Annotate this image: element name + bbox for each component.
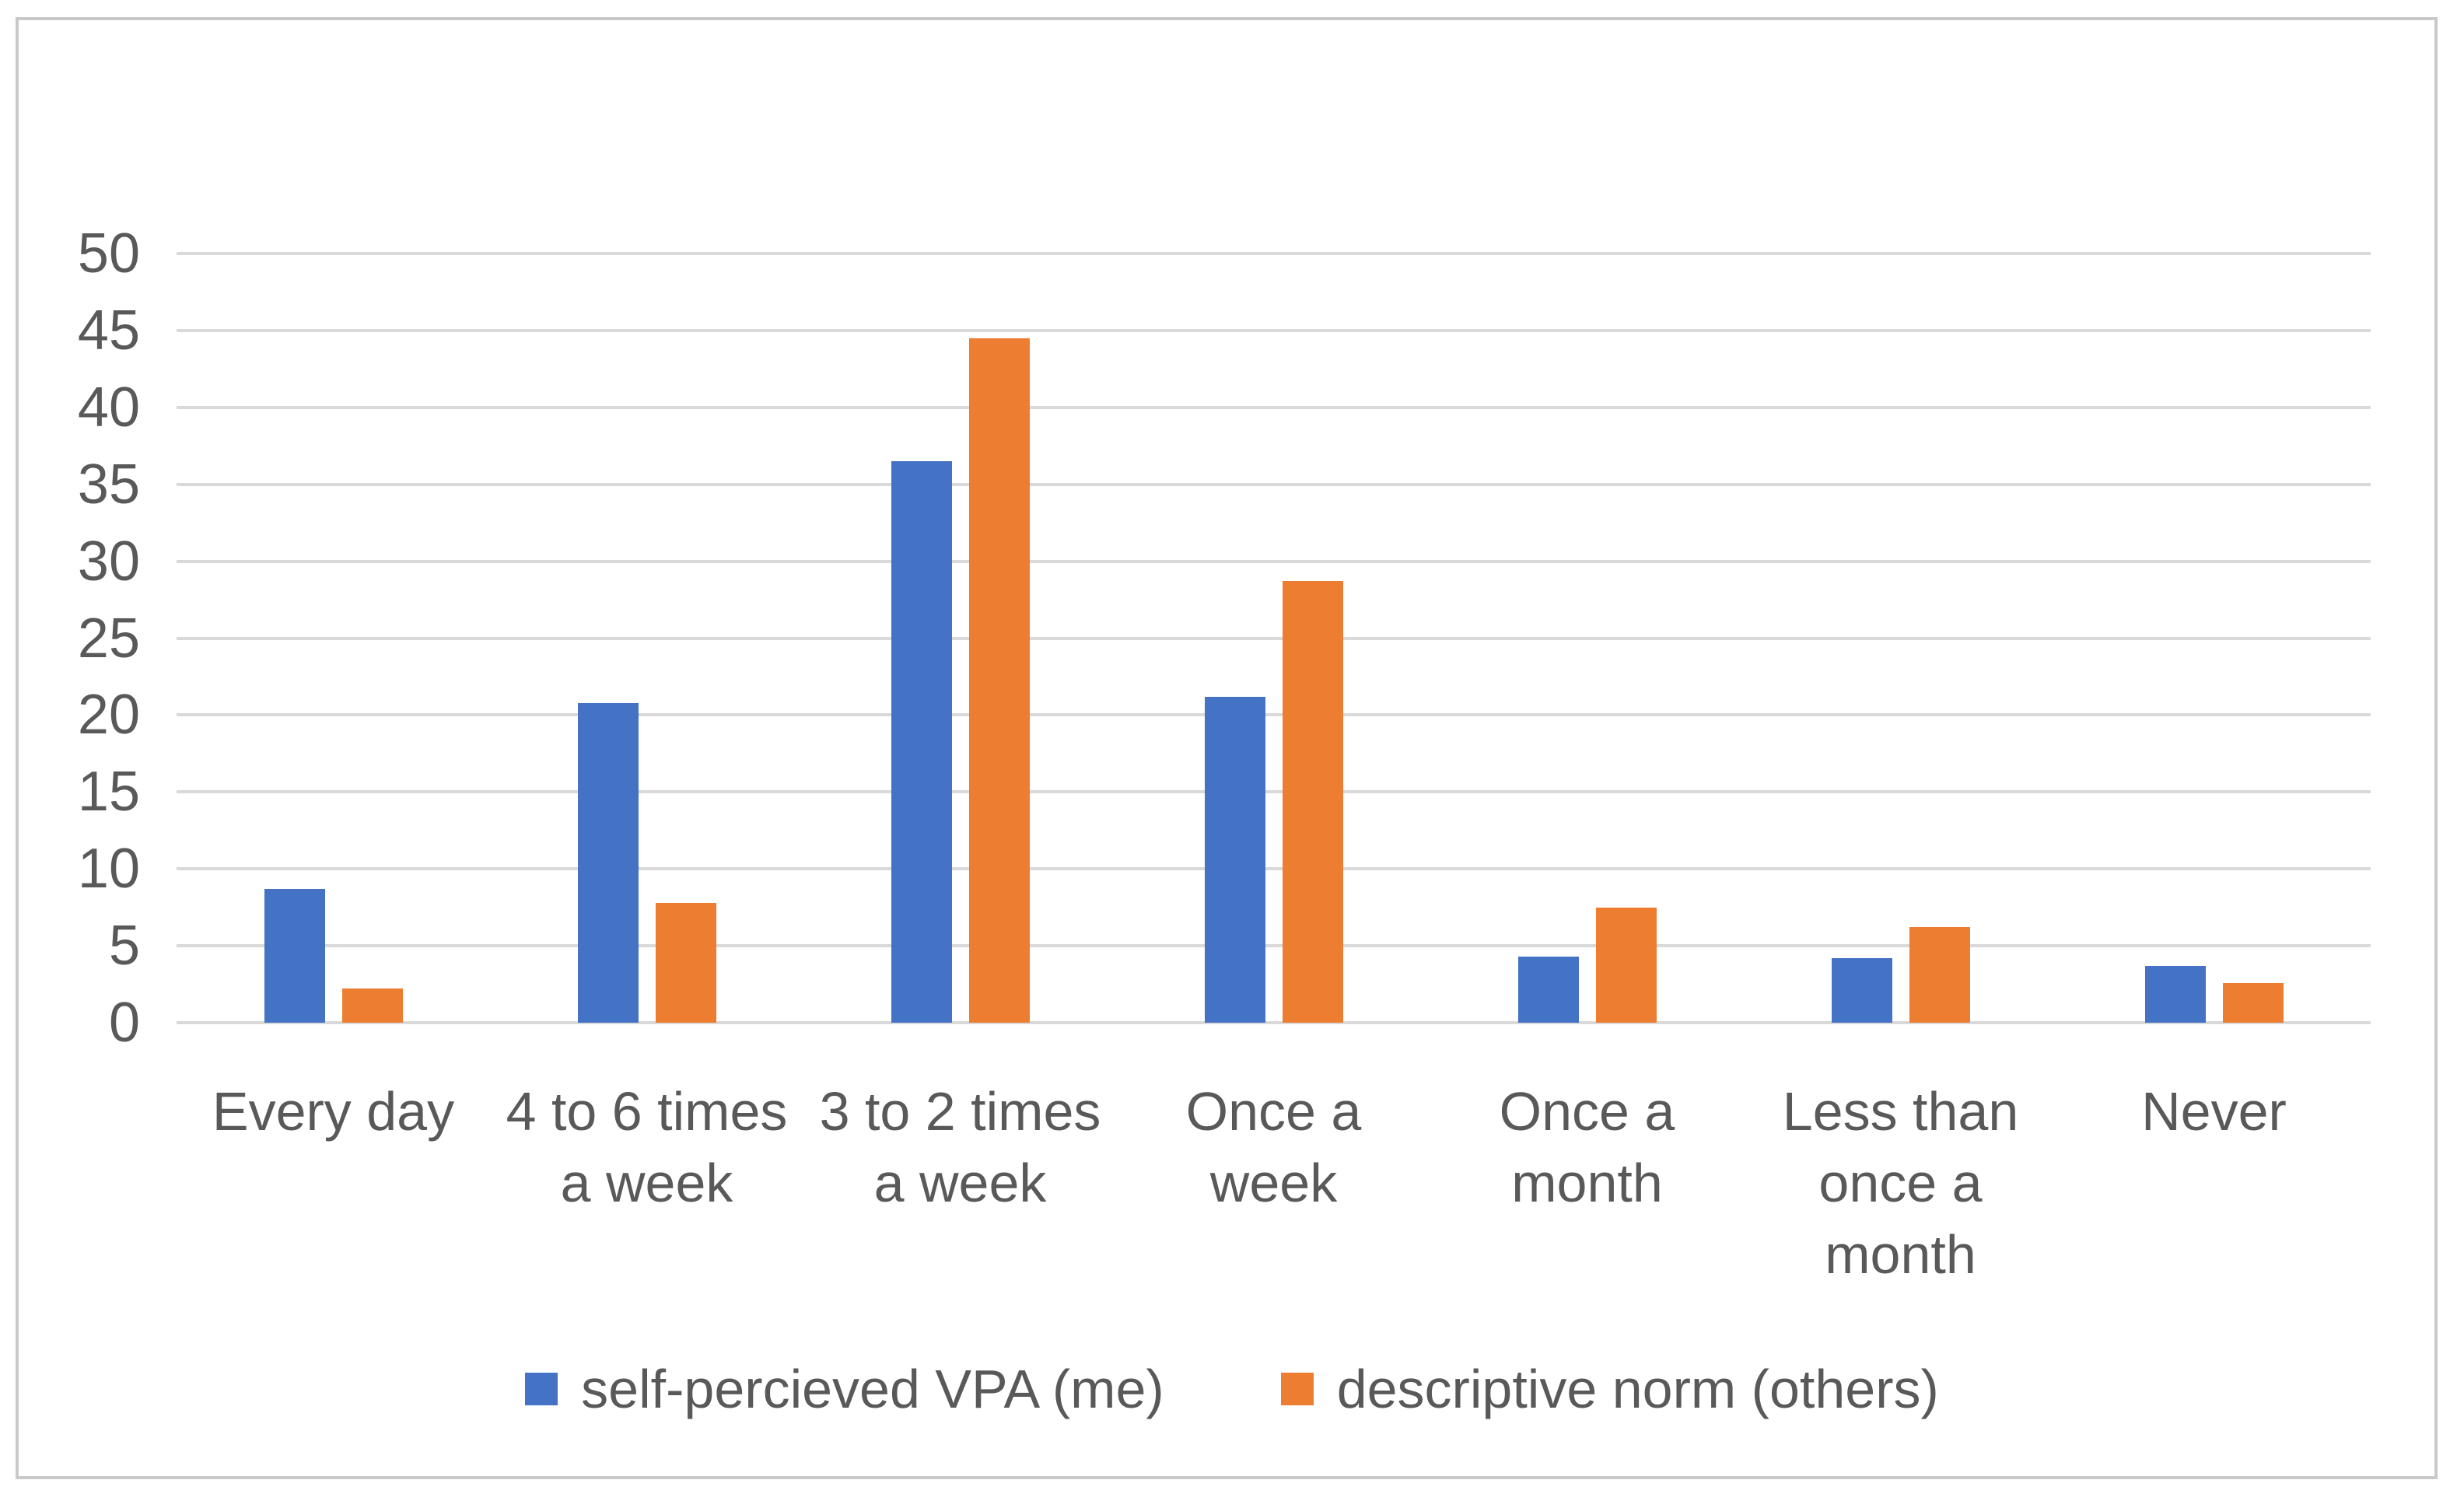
bar-descriptive-norm: [2222, 982, 2284, 1023]
x-category-label: Once a month: [1499, 1081, 1675, 1213]
bar-group: [177, 254, 490, 1023]
x-category-label: 4 to 6 times a week: [506, 1081, 788, 1213]
x-category-label: Every day: [212, 1081, 455, 1142]
y-tick-label: 20: [77, 684, 140, 747]
gridline: [177, 405, 2371, 409]
legend-label: descriptive norm (others): [1336, 1359, 1939, 1419]
x-category-label: Less than once a month: [1782, 1081, 2019, 1285]
legend-item: self-percieved VPA (me): [525, 1355, 1164, 1423]
y-tick-label: 0: [108, 992, 140, 1054]
legend: self-percieved VPA (me) descriptive norm …: [0, 1355, 2464, 1423]
x-category-label: Never: [2141, 1081, 2287, 1142]
gridline: [177, 944, 2371, 948]
bar-descriptive-norm: [655, 902, 716, 1023]
gridline: [177, 559, 2371, 563]
bar-self-percieved: [577, 702, 639, 1023]
gridline: [177, 482, 2371, 486]
bar-descriptive-norm: [1909, 927, 1970, 1023]
y-tick-label: 45: [77, 299, 140, 362]
legend-swatch-blue: [525, 1373, 558, 1405]
bar-group: [803, 254, 1117, 1023]
y-tick-label: 40: [77, 376, 140, 439]
bar-self-percieved: [2144, 965, 2206, 1023]
bar-self-percieved: [1517, 956, 1579, 1023]
bar-self-percieved: [1831, 957, 1892, 1023]
bar-self-percieved: [1204, 696, 1265, 1023]
y-tick-label: 35: [77, 453, 140, 516]
bar-group: [2057, 254, 2371, 1023]
bar-group: [1430, 254, 1744, 1023]
gridline: [177, 328, 2371, 332]
legend-label: self-percieved VPA (me): [581, 1359, 1164, 1419]
bar-self-percieved: [264, 888, 325, 1023]
gridline: [177, 252, 2371, 255]
y-tick-label: 30: [77, 530, 140, 593]
x-category-label: Once a week: [1185, 1081, 1362, 1213]
y-tick-label: 25: [77, 607, 140, 670]
bar-self-percieved: [891, 461, 952, 1023]
bar-descriptive-norm: [1282, 581, 1343, 1023]
bar-group: [490, 254, 803, 1023]
y-tick-label: 15: [77, 761, 140, 824]
bar-descriptive-norm: [1595, 907, 1657, 1023]
legend-item: descriptive norm (others): [1280, 1355, 1939, 1423]
bar-group: [1744, 254, 2057, 1023]
gridline: [177, 1021, 2371, 1024]
y-tick-label: 50: [77, 222, 140, 285]
y-tick-label: 5: [108, 915, 140, 978]
legend-swatch-orange: [1280, 1373, 1314, 1405]
gridline: [177, 713, 2371, 717]
bar-descriptive-norm: [968, 338, 1030, 1023]
bar-descriptive-norm: [341, 988, 403, 1023]
x-category-label: 3 to 2 times a week: [819, 1081, 1101, 1213]
gridline: [177, 636, 2371, 640]
bar-group: [1117, 254, 1430, 1023]
y-tick-label: 10: [77, 838, 140, 901]
gridline: [177, 790, 2371, 794]
gridline: [177, 867, 2371, 871]
